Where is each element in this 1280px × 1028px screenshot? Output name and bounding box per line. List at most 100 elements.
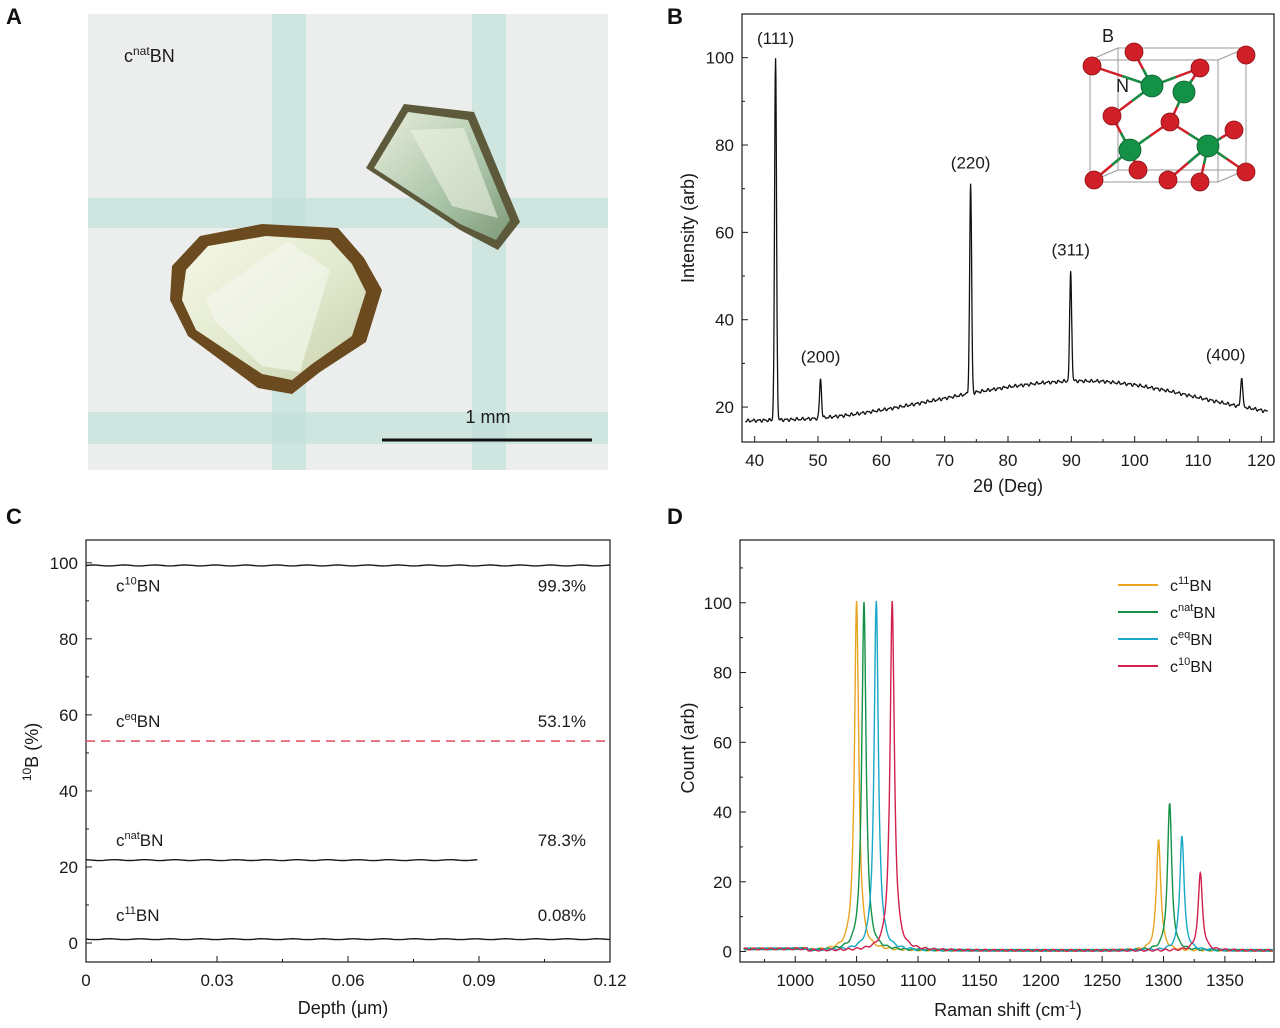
nitrogen-atom (1118, 138, 1142, 162)
nitrogen-atom (1196, 134, 1220, 158)
series-value: 53.1% (538, 712, 586, 731)
plot-frame (85, 539, 611, 963)
x-tick-label: 0.06 (331, 971, 364, 990)
series-label: c11BN (116, 905, 160, 925)
boron-atom (1082, 56, 1102, 76)
series-label-prefix: c (116, 576, 125, 595)
sample-label: cnatBN (124, 44, 175, 66)
y-tick-label: 60 (713, 733, 732, 752)
nitrogen-label: N (1116, 76, 1129, 96)
x-tick-label: 1300 (1145, 971, 1183, 990)
x-axis-label: Depth (μm) (298, 998, 388, 1018)
series-label-sup: 10 (125, 575, 137, 587)
x-axis-label: Raman shift (cm-1) (934, 998, 1082, 1020)
panel-label-b: B (667, 4, 683, 29)
peak-label: (200) (801, 348, 841, 367)
raman-chart: 1000 1050 1100 1150 1200 1250 1300 1350 0 20 40 60 8… (678, 539, 1275, 1020)
crystal-facet (206, 242, 330, 372)
legend-label-prefix: c (1170, 605, 1178, 622)
y-tick-label: 20 (59, 858, 78, 877)
boron-label: B (1102, 26, 1114, 46)
legend-label-sup: 10 (1178, 656, 1190, 668)
y-tick-label: 40 (715, 311, 734, 330)
x-tick-label: 0 (81, 971, 90, 990)
x-tick-label: 0.03 (200, 971, 233, 990)
boron-atom (1224, 120, 1244, 140)
y-tick-label: 60 (715, 223, 734, 242)
x-tick-label: 50 (809, 451, 828, 470)
x-tick-label: 100 (1120, 451, 1148, 470)
isotope-line (85, 937, 611, 941)
x-tick-label: 80 (999, 451, 1018, 470)
legend-label-sup: eq (1178, 629, 1190, 641)
crystal-photo: cnatBN 1 mm (88, 14, 608, 470)
x-tick-label: 1350 (1206, 971, 1244, 990)
isotope-line (85, 858, 478, 862)
series-value: 99.3% (538, 576, 586, 595)
nitrogen-atom (1140, 74, 1164, 98)
y-axis-label: 10B (%) (20, 723, 42, 781)
y-axis-label: Intensity (arb) (678, 173, 698, 283)
boron-atom (1128, 160, 1148, 180)
y-tick-label: 40 (59, 782, 78, 801)
peak-label: (400) (1206, 345, 1246, 364)
boron-atom (1236, 45, 1256, 65)
boron-atom (1190, 172, 1210, 192)
xrd-pattern-line (744, 58, 1269, 423)
crystal-facet (410, 128, 498, 218)
nitrogen-atom (1172, 80, 1196, 104)
series-label: ceqBN (116, 711, 160, 731)
series-label-suffix: BN (137, 576, 161, 595)
boron-atom (1158, 170, 1178, 190)
boron-atom (1236, 162, 1256, 182)
peak-label: (220) (951, 153, 991, 172)
peak-label: (311) (1051, 241, 1089, 260)
legend-label-suffix: BN (1193, 605, 1215, 622)
xrd-chart: 40 50 60 70 80 90 100 110 120 20 40 60 80 100 (111) (2… (678, 13, 1276, 496)
legend-label: ceqBN (1170, 629, 1212, 649)
series-label-prefix: c (116, 906, 125, 925)
series-label-suffix: BN (140, 831, 164, 850)
legend-label-sup: nat (1178, 602, 1193, 614)
y-tick-label: 20 (713, 873, 732, 892)
x-tick-label: 60 (872, 451, 891, 470)
scale-bar-label: 1 mm (466, 407, 511, 427)
boron-atom (1084, 170, 1104, 190)
y-tick-label: 40 (713, 803, 732, 822)
crystal-structure-inset: B N (1082, 26, 1256, 192)
series-value: 0.08% (538, 906, 586, 925)
x-tick-label: 1000 (776, 971, 814, 990)
x-tick-label: 90 (1062, 451, 1081, 470)
boron-atom (1102, 106, 1122, 126)
x-tick-label: 110 (1184, 451, 1211, 470)
legend-label-prefix: c (1170, 578, 1178, 595)
peak-label: (111) (757, 29, 794, 48)
legend-label-suffix: BN (1189, 578, 1211, 595)
x-tick-label: 120 (1247, 451, 1275, 470)
series-label-sup: nat (125, 830, 140, 842)
y-tick-label: 20 (715, 398, 734, 417)
legend-label-sup: 11 (1178, 575, 1189, 587)
legend-label: c11BN (1170, 575, 1212, 595)
y-tick-label: 0 (723, 943, 732, 962)
x-tick-label: 70 (935, 451, 954, 470)
isotope-line (85, 564, 611, 567)
boron-atom (1124, 42, 1144, 62)
series-label: c10BN (116, 575, 160, 595)
legend-label-suffix: BN (1190, 632, 1212, 649)
boron-atom (1190, 58, 1210, 78)
series-label-prefix: c (116, 712, 125, 731)
y-tick-label: 0 (69, 934, 78, 953)
x-tick-label: 40 (745, 451, 764, 470)
y-tick-label: 80 (59, 630, 78, 649)
legend-label-prefix: c (1170, 659, 1178, 676)
legend-label-suffix: BN (1190, 659, 1212, 676)
raman-spectrum-line (743, 601, 1273, 953)
series-value: 78.3% (538, 831, 586, 850)
series-label-sup: 11 (125, 905, 136, 917)
x-tick-label: 0.09 (462, 971, 495, 990)
x-tick-label: 1050 (838, 971, 876, 990)
x-tick-label: 1150 (961, 971, 998, 990)
y-tick-label: 60 (59, 706, 78, 725)
